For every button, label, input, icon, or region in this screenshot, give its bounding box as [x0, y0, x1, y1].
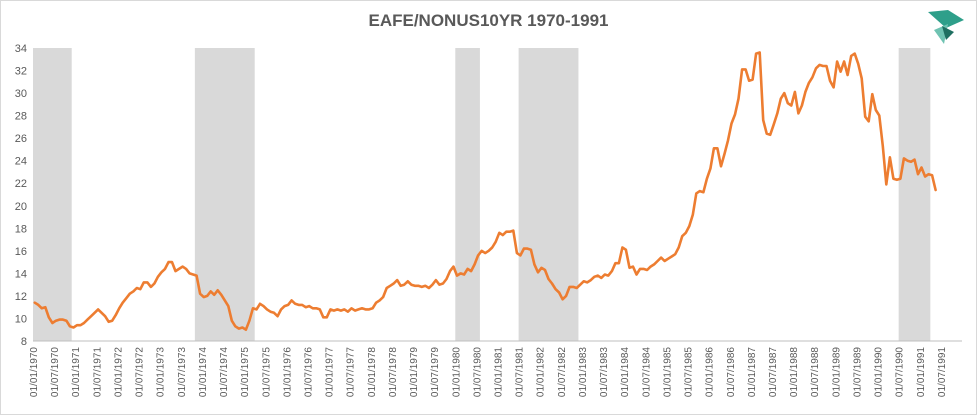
x-tick-label: 01/07/1986: [726, 347, 737, 397]
x-tick-label: 01/01/1972: [113, 347, 124, 397]
series-line: [33, 51, 937, 331]
x-tick-label: 01/01/1970: [29, 347, 40, 397]
x-tick-label: 01/01/1983: [578, 347, 589, 397]
y-tick-label: 16: [15, 246, 27, 258]
x-tick-label: 01/01/1985: [662, 347, 673, 397]
recession-band: [518, 48, 579, 341]
y-tick-label: 14: [15, 268, 27, 280]
y-tick-label: 10: [15, 313, 27, 325]
x-tick-label: 01/07/1973: [177, 347, 188, 397]
x-tick-label: 01/07/1974: [219, 347, 230, 397]
brand-logo: [928, 10, 964, 44]
x-tick-label: 01/01/1986: [705, 347, 716, 397]
x-tick-label: 01/07/1982: [557, 347, 568, 397]
x-tick-label: 01/07/1988: [810, 347, 821, 397]
x-tick-label: 01/07/1978: [388, 347, 399, 397]
x-tick-label: 01/07/1984: [641, 347, 652, 397]
y-tick-label: 28: [15, 111, 27, 123]
x-tick-label: 01/07/1985: [684, 347, 695, 397]
y-tick-label: 30: [15, 88, 27, 100]
recession-band: [194, 48, 255, 341]
y-tick-label: 8: [21, 336, 27, 348]
y-tick-label: 22: [15, 178, 27, 190]
x-tick-label: 01/01/1971: [71, 347, 82, 397]
x-tick-label: 01/07/1976: [303, 347, 314, 397]
x-tick-label: 01/07/1991: [937, 347, 948, 397]
x-tick-label: 01/01/1974: [198, 347, 209, 397]
x-tick-label: 01/01/1973: [156, 347, 167, 397]
x-tick-label: 01/07/1980: [472, 347, 483, 397]
x-tick-label: 01/07/1989: [852, 347, 863, 397]
x-tick-label: 01/01/1975: [240, 347, 251, 397]
x-tick-label: 01/01/1984: [620, 347, 631, 397]
recession-band: [898, 48, 931, 341]
x-tick-label: 01/07/1977: [346, 347, 357, 397]
x-tick-label: 01/01/1976: [282, 347, 293, 397]
y-tick-label: 26: [15, 133, 27, 145]
x-tick-label: 01/01/1988: [789, 347, 800, 397]
x-tick-label: 01/01/1990: [874, 347, 885, 397]
x-tick-label: 01/01/1980: [451, 347, 462, 397]
x-tick-label: 01/07/1970: [50, 347, 61, 397]
x-tick-label: 01/01/1991: [916, 347, 927, 397]
y-tick-label: 24: [15, 156, 27, 168]
chart-title: EAFE/NONUS10YR 1970-1991: [368, 11, 609, 30]
y-tick-label: 32: [15, 66, 27, 78]
x-tick-label: 01/07/1975: [261, 347, 272, 397]
x-tick-label: 01/01/1977: [325, 347, 336, 397]
x-tick-label: 01/07/1983: [599, 347, 610, 397]
x-tick-label: 01/01/1979: [409, 347, 420, 397]
y-tick-label: 12: [15, 291, 27, 303]
x-tick-label: 01/07/1987: [768, 347, 779, 397]
x-tick-label: 01/01/1989: [831, 347, 842, 397]
x-tick-label: 01/07/1979: [430, 347, 441, 397]
x-tick-label: 01/07/1971: [92, 347, 103, 397]
x-tick-label: 01/01/1981: [494, 347, 505, 397]
x-tick-label: 01/07/1972: [135, 347, 146, 397]
y-tick-label: 34: [15, 43, 27, 55]
y-tick-label: 18: [15, 223, 27, 235]
x-tick-label: 01/01/1982: [536, 347, 547, 397]
y-tick-label: 20: [15, 201, 27, 213]
recession-band: [455, 48, 480, 341]
x-tick-label: 01/01/1987: [747, 347, 758, 397]
x-tick-label: 01/07/1990: [895, 347, 906, 397]
recession-band: [33, 48, 72, 341]
x-tick-label: 01/01/1978: [367, 347, 378, 397]
x-tick-label: 01/07/1981: [515, 347, 526, 397]
